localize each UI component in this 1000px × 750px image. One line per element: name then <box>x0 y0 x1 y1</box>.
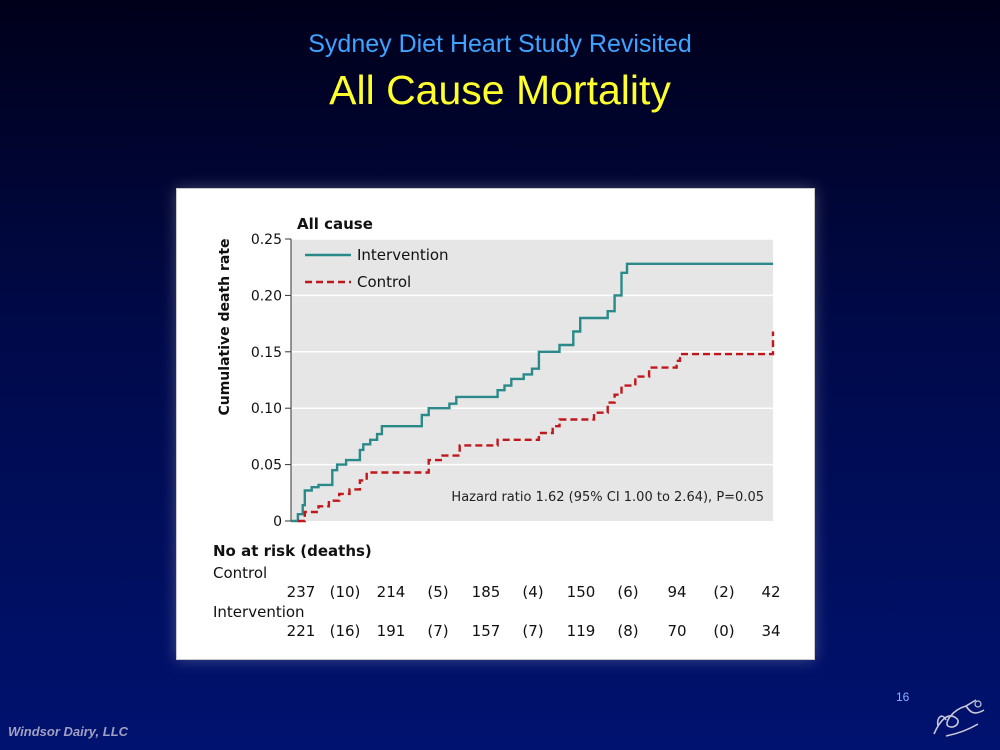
page-number: 16 <box>896 690 910 704</box>
at-risk-value: 157 <box>472 622 501 640</box>
at-risk-value: 70 <box>667 622 686 640</box>
y-tick-label: 0.20 <box>251 288 282 304</box>
y-tick-label: 0.05 <box>251 458 282 474</box>
chart-card: 0 0.05 0.10 0.15 0.20 0.25 Intervention Contro… <box>176 188 815 660</box>
hazard-ratio-annotation: Hazard ratio 1.62 (95% CI 1.00 to 2.64),… <box>451 490 764 505</box>
at-risk-value: (5) <box>427 583 448 601</box>
at-risk-value: 150 <box>567 583 596 601</box>
at-risk-value: 94 <box>667 583 686 601</box>
slide-subtitle: Sydney Diet Heart Study Revisited <box>308 30 692 58</box>
at-risk-value: (0) <box>713 622 734 640</box>
at-risk-value: 221 <box>287 622 316 640</box>
y-tick-label: 0.15 <box>251 345 282 361</box>
at-risk-value: (4) <box>522 583 543 601</box>
at-risk-value: (7) <box>427 622 448 640</box>
plot-area <box>291 239 773 521</box>
at-risk-value: (6) <box>617 583 638 601</box>
at-risk-value: 191 <box>377 622 406 640</box>
at-risk-value: (8) <box>617 622 638 640</box>
slide-title: All Cause Mortality <box>329 67 671 113</box>
at-risk-value: 237 <box>287 583 316 601</box>
legend-label: Control <box>357 273 411 291</box>
at-risk-value: (7) <box>522 622 543 640</box>
at-risk-value: 34 <box>761 622 780 640</box>
y-tick-label: 0 <box>273 514 282 530</box>
legend-label: Intervention <box>357 246 449 264</box>
at-risk-header: No at risk (deaths) <box>213 542 372 560</box>
at-risk-value: 119 <box>567 622 596 640</box>
chart-title: All cause <box>297 215 373 233</box>
at-risk-value: (16) <box>330 622 361 640</box>
at-risk-value: 42 <box>761 583 780 601</box>
at-risk-row-label: Control <box>213 564 267 582</box>
signature-logo-icon <box>933 699 985 737</box>
series-line-control <box>297 331 775 523</box>
y-tick-label: 0.10 <box>251 401 282 417</box>
y-tick-label: 0.25 <box>251 232 282 248</box>
at-risk-value: 214 <box>377 583 406 601</box>
series-line-intervention <box>291 262 773 523</box>
at-risk-value: 185 <box>472 583 501 601</box>
km-chart: 0 0.05 0.10 0.15 0.20 0.25 Intervention Contro… <box>213 215 781 640</box>
footer-company: Windsor Dairy, LLC <box>8 724 129 739</box>
y-axis-label: Cumulative death rate <box>217 238 233 415</box>
at-risk-row-label: Intervention <box>213 603 305 621</box>
at-risk-value: (2) <box>713 583 734 601</box>
at-risk-value: (10) <box>330 583 361 601</box>
